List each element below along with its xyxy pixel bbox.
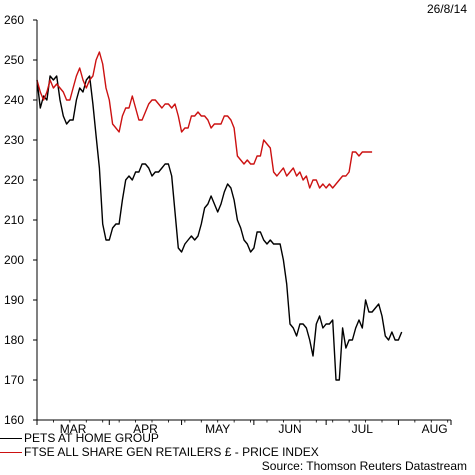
legend-swatch-pets (0, 437, 22, 439)
x-tick-label: JUL (352, 422, 374, 436)
y-tick-label: 190 (4, 293, 24, 307)
y-tick-label: 180 (4, 333, 24, 347)
y-tick-label: 210 (4, 213, 24, 227)
legend-label-ftse: FTSE ALL SHARE GEN RETAILERS £ - PRICE I… (24, 445, 319, 459)
y-tick-label: 250 (4, 53, 24, 67)
legend-entry-ftse: FTSE ALL SHARE GEN RETAILERS £ - PRICE I… (0, 445, 475, 459)
series-line-0 (36, 75, 403, 381)
series-line-1 (36, 51, 373, 189)
x-tick-label: AUG (422, 422, 448, 436)
legend-swatch-ftse (0, 451, 22, 453)
date-label: 26/8/14 (426, 2, 467, 16)
series-lines (36, 51, 403, 381)
y-tick-label: 220 (4, 173, 24, 187)
y-tick-label: 240 (4, 93, 24, 107)
y-tick-label: 260 (4, 13, 24, 27)
y-tick-label: 200 (4, 253, 24, 267)
x-axis: MAR APR MAY JUN JUL AUG (36, 420, 452, 436)
legend: PETS AT HOME GROUP FTSE ALL SHARE GEN RE… (0, 431, 475, 459)
y-tick-label: 230 (4, 133, 24, 147)
x-tick-label: APR (133, 422, 158, 436)
y-axis: 160 170 180 190 200 210 220 230 240 250 260 (4, 13, 37, 427)
source-note: Source: Thomson Reuters Datastream (261, 459, 467, 473)
y-tick-label: 160 (4, 413, 24, 427)
legend-entry-pets: PETS AT HOME GROUP (0, 431, 475, 445)
x-tick-label: MAY (205, 422, 230, 436)
y-tick-label: 170 (4, 373, 24, 387)
x-tick-label: JUN (278, 422, 301, 436)
legend-label-pets: PETS AT HOME GROUP (24, 431, 159, 445)
x-tick-label: MAR (60, 422, 87, 436)
